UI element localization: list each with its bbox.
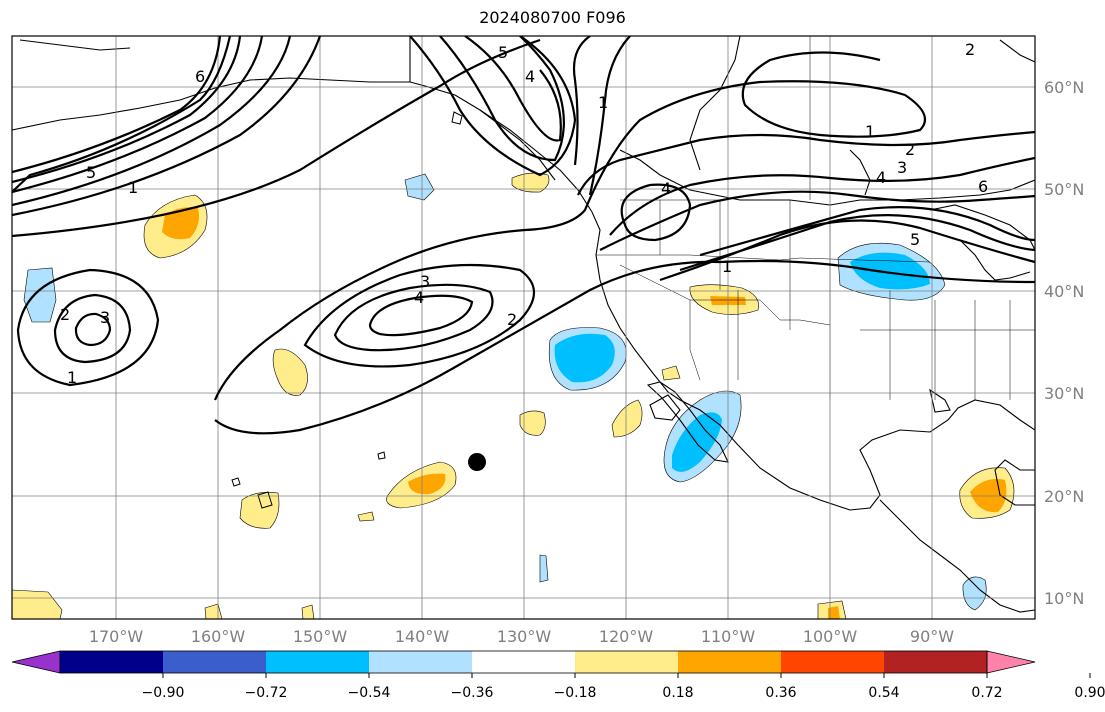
contour-label-4: 4 <box>876 168 886 187</box>
colorbar-extension-min <box>11 650 61 674</box>
colorbar-tick-label: −0.72 <box>245 685 288 701</box>
lon-label: 120°W <box>599 627 654 646</box>
contour-label-6: 6 <box>978 177 988 196</box>
lon-label: 140°W <box>395 627 450 646</box>
lon-label: 160°W <box>191 627 246 646</box>
positive-anomaly-areas <box>12 172 1015 619</box>
colorbar-extension-max <box>986 650 1036 674</box>
lon-label: 170°W <box>89 627 144 646</box>
islands <box>231 111 463 509</box>
colorbar-tick-label: 0.54 <box>868 685 899 701</box>
lon-label: 130°W <box>497 627 552 646</box>
negative-anomaly-areas <box>23 173 987 611</box>
colorbar-segment <box>266 651 370 673</box>
contour-label-1: 1 <box>128 178 138 197</box>
colorbar-tick-label: 0.72 <box>971 685 1002 701</box>
contour-label-4: 4 <box>525 67 535 86</box>
contour-label-3: 3 <box>100 308 110 327</box>
lon-label: 100°W <box>803 627 858 646</box>
storm-position-marker <box>468 453 486 471</box>
colorbar-segment <box>884 651 988 673</box>
contour-label-6: 6 <box>195 67 205 86</box>
colorbar-segment <box>163 651 267 673</box>
contour-label-5: 5 <box>910 230 920 249</box>
colorbar-segment <box>575 651 679 673</box>
colorbar-segment <box>60 651 164 673</box>
latitude-labels: 60°N 50°N 40°N 30°N 20°N 10°N <box>1044 78 1084 608</box>
longitude-labels: 170°W 160°W 150°W 140°W 130°W 120°W 110°… <box>89 627 954 646</box>
contour-label-3: 3 <box>897 158 907 177</box>
contour-label-5: 5 <box>86 163 96 182</box>
contour-label-2: 2 <box>905 140 915 159</box>
colorbar-tick-label: −0.36 <box>451 685 494 701</box>
colorbar-tick-label: 0.36 <box>765 685 796 701</box>
colorbar-segment <box>472 651 576 673</box>
contour-label-2: 2 <box>965 40 975 59</box>
contour-label-5: 5 <box>498 43 508 62</box>
lat-label: 40°N <box>1044 282 1084 301</box>
contour-label-1: 1 <box>865 122 875 141</box>
lon-label: 110°W <box>701 627 756 646</box>
lon-label: 150°W <box>293 627 348 646</box>
colorbar-segment <box>781 651 885 673</box>
plot-title: 2024080700 F096 <box>479 8 626 27</box>
colorbar-border <box>59 650 988 674</box>
contour-label-2: 2 <box>507 310 517 329</box>
colorbar-tick-label: 0.90 <box>1074 685 1105 701</box>
lon-label: 90°W <box>910 627 954 646</box>
lat-label: 50°N <box>1044 180 1084 199</box>
contour-label-1: 1 <box>598 93 608 112</box>
colorbar-tick-label: −0.54 <box>348 685 391 701</box>
colorbar-segment <box>678 651 782 673</box>
coastlines <box>12 36 1035 613</box>
lat-label: 30°N <box>1044 384 1084 403</box>
contour-value-labels: 1 5 6 1 2 3 3 4 2 1 4 1 2 3 4 6 5 1 5 4 … <box>60 40 988 387</box>
colorbar <box>11 650 1036 674</box>
colorbar-segment <box>369 651 473 673</box>
contour-lines <box>12 36 1035 435</box>
contour-label-1: 1 <box>722 257 732 276</box>
colorbar-tick-label: 0.18 <box>662 685 693 701</box>
colorbar-tick-labels: −0.90 −0.72 −0.54 −0.36 −0.18 0.18 0.36 0.54 0.7… <box>142 673 1105 701</box>
lat-label: 10°N <box>1044 589 1084 608</box>
lat-label: 60°N <box>1044 78 1084 97</box>
contour-label-4: 4 <box>661 179 671 198</box>
contour-label-2: 2 <box>60 305 70 324</box>
contour-label-4: 4 <box>414 288 424 307</box>
contour-label-1: 1 <box>67 368 77 387</box>
colorbar-tick-label: −0.90 <box>142 685 185 701</box>
lat-label: 20°N <box>1044 487 1084 506</box>
colorbar-tick-label: −0.18 <box>554 685 597 701</box>
map-border <box>11 35 1036 620</box>
contour-label-3: 3 <box>420 272 430 291</box>
